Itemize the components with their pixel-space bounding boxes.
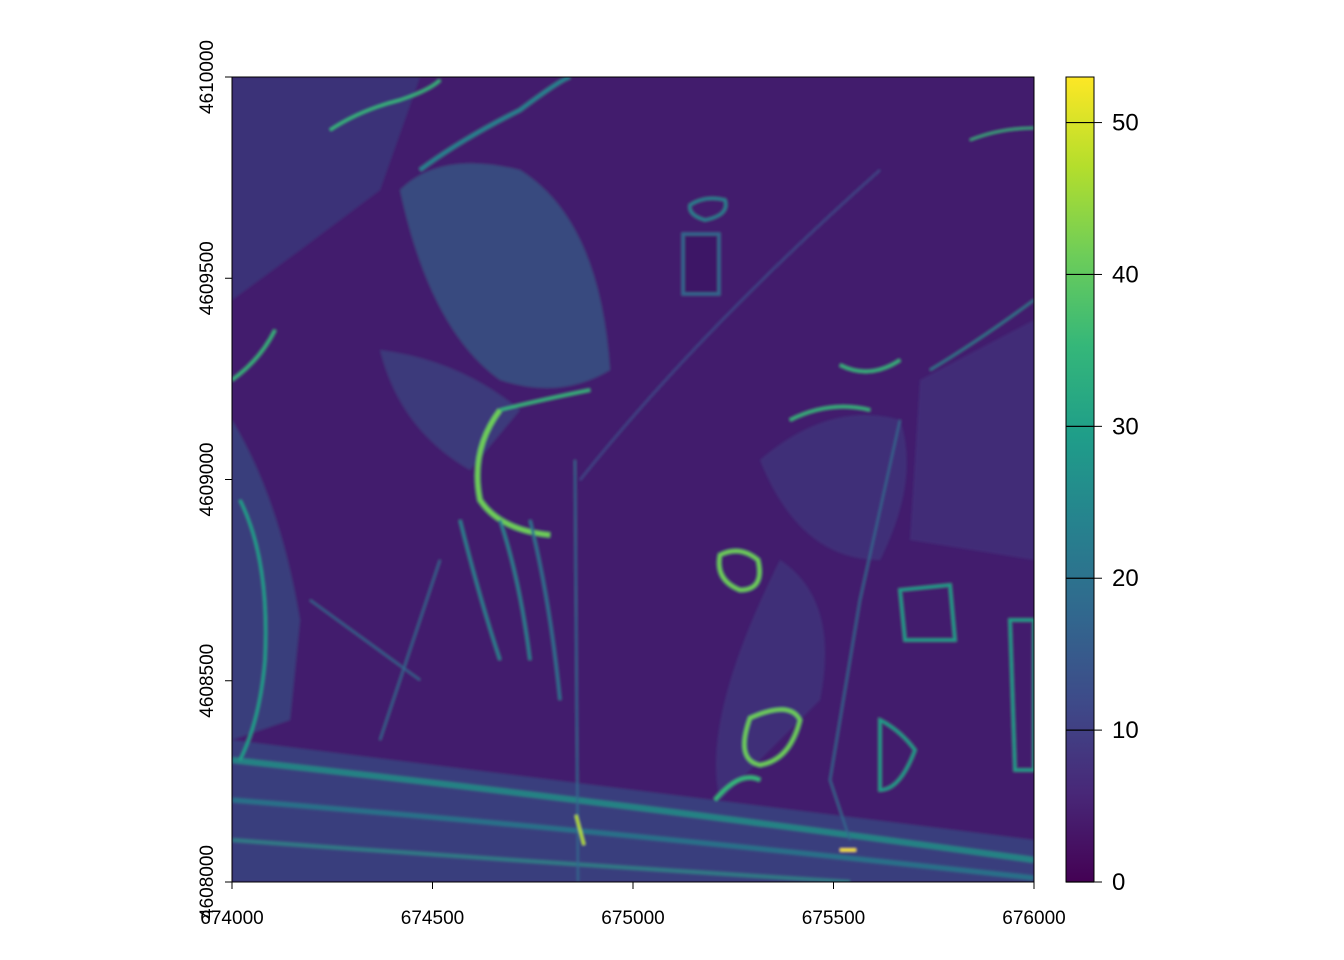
- colorbar-tick-label: 10: [1112, 717, 1139, 744]
- terrain-feature: [232, 329, 277, 382]
- terrain-feature: [681, 232, 721, 296]
- terrain-feature: [418, 77, 571, 172]
- colorbar-ramp: [1065, 76, 1095, 883]
- colorbar-tick-label: 0: [1112, 869, 1125, 896]
- terrain-feature: [574, 814, 586, 846]
- colorbar-tick-label: 20: [1112, 565, 1139, 592]
- x-tick-label: 675500: [802, 908, 865, 929]
- colorbar-tick-label: 30: [1112, 413, 1139, 440]
- terrain-feature: [498, 519, 532, 661]
- terrain-feature: [329, 78, 442, 132]
- terrain-feature: [475, 408, 551, 538]
- x-axis: 674000 674500 675000 675500 676000: [200, 881, 1066, 929]
- terrain-feature: [232, 420, 300, 740]
- terrain-feature: [232, 757, 1034, 863]
- terrain-feature: [528, 519, 562, 701]
- terrain-feature: [713, 775, 761, 802]
- colorbar-legend: 0 10 20 30 40 50: [1065, 76, 1139, 896]
- y-axis: 4608000 4608500 4609000 4609500 4610000: [197, 40, 233, 919]
- terrain-feature: [878, 717, 917, 792]
- terrain-feature: [717, 549, 762, 593]
- terrain-feature: [458, 519, 502, 661]
- x-tick-label: 674000: [200, 908, 263, 929]
- terrain-feature: [760, 415, 907, 560]
- terrain-feature: [898, 583, 957, 642]
- terrain-feature: [232, 797, 1034, 881]
- terrain-feature: [232, 77, 420, 300]
- terrain-feature: [828, 419, 901, 841]
- terrain-feature: [232, 740, 1034, 882]
- colorbar-tick-label: 40: [1112, 261, 1139, 288]
- y-tick-label: 4608500: [197, 644, 218, 718]
- terrain-feature: [969, 127, 1034, 141]
- colorbar-tick-label: 50: [1112, 110, 1139, 137]
- y-tick-label: 4609500: [197, 241, 218, 315]
- terrain-feature: [910, 320, 1034, 560]
- terrain-feature: [688, 196, 728, 222]
- terrain-feature: [579, 169, 881, 481]
- raster-panel: [231, 76, 1035, 883]
- terrain-feature: [309, 599, 421, 681]
- x-tick-label: 676000: [1002, 908, 1065, 929]
- terrain-feature: [400, 163, 610, 388]
- x-tick-label: 675000: [601, 908, 664, 929]
- terrain-feature: [379, 559, 441, 741]
- terrain-feature: [929, 299, 1034, 371]
- y-tick-label: 4608000: [197, 845, 218, 919]
- terrain-feature: [789, 405, 871, 422]
- terrain-feature: [232, 838, 851, 882]
- y-tick-label: 4610000: [197, 40, 218, 114]
- terrain-feature: [238, 499, 268, 761]
- terrain-feature: [1008, 618, 1034, 772]
- x-tick-label: 674500: [401, 908, 464, 929]
- terrain-feature: [742, 707, 803, 768]
- raster-features: [232, 77, 1034, 882]
- terrain-feature: [839, 358, 901, 373]
- terrain-feature: [574, 459, 579, 882]
- terrain-feature: [499, 388, 591, 412]
- y-tick-label: 4609000: [197, 443, 218, 517]
